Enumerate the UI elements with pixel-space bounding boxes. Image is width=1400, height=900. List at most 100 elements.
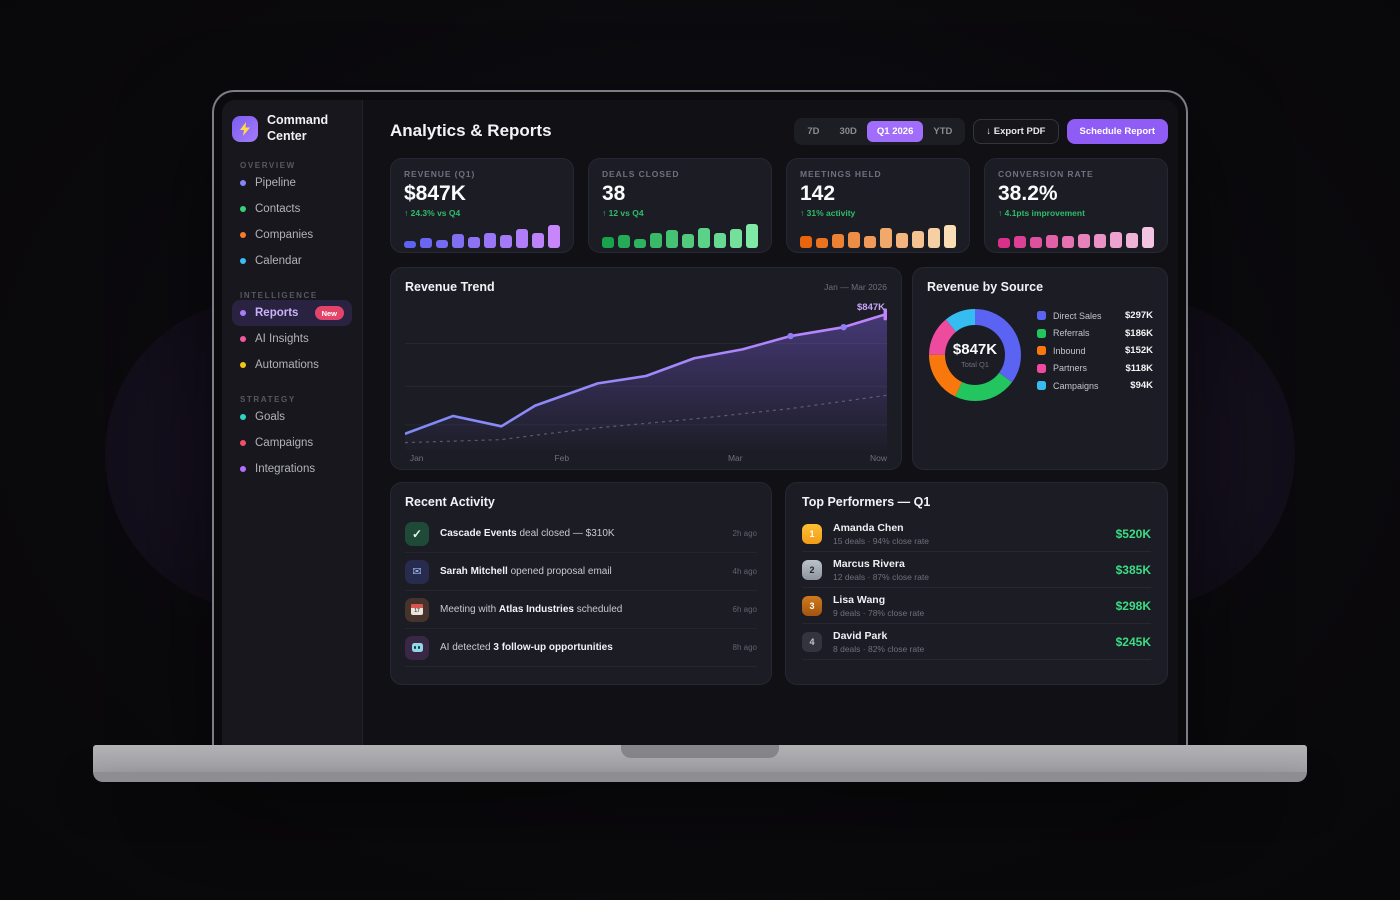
sidebar: Command Center OVERVIEW Pipeline Contact…: [222, 100, 363, 745]
app-logo: Command Center: [232, 113, 352, 144]
trend-period: Jan — Mar 2026: [824, 282, 887, 292]
donut-center-value: $847K: [952, 341, 998, 358]
donut-rings: [929, 309, 1021, 401]
sidebar-item-label: Automations: [255, 359, 319, 372]
sparkline-bar: [618, 235, 630, 248]
automations-dot-icon: [240, 362, 246, 369]
legend-row-direct-sales: Direct Sales $297K: [1037, 309, 1153, 322]
performer-name: Marcus Rivera: [833, 557, 905, 570]
kpi-value: 142: [800, 182, 836, 205]
export-pdf-button[interactable]: ↓ Export PDF: [973, 118, 1059, 144]
activity-time: 2h ago: [732, 529, 757, 538]
pipeline-dot-icon: [240, 180, 246, 187]
sparkline-bar: [832, 233, 844, 248]
sparkline-bar: [1078, 233, 1090, 248]
legend-row-partners: Partners $118K: [1037, 362, 1153, 375]
sidebar-item-label: Campaigns: [255, 437, 314, 450]
kpi-card-meetings: MEETINGS HELD 142 ↑ 31% activity: [786, 158, 970, 253]
sparkline-bar: [998, 237, 1010, 248]
activity-row-ai-opportunities: AI detected 3 follow-up opportunities 8h…: [405, 629, 757, 667]
sidebar-item-ai-insights[interactable]: AI Insights: [232, 326, 352, 352]
kpi-sparkline-bars: [800, 223, 956, 248]
performers-title: Top Performers — Q1: [802, 495, 931, 509]
sidebar-item-label: Pipeline: [255, 177, 296, 190]
sidebar-item-label: Integrations: [255, 463, 316, 476]
legend-swatch: [1037, 311, 1046, 320]
sidebar-item-goals[interactable]: Goals: [232, 404, 352, 430]
legend-value: $152K: [1125, 345, 1153, 356]
contacts-dot-icon: [240, 206, 246, 213]
trend-x-axis: Jan Feb Mar Now: [405, 453, 887, 465]
sidebar-item-integrations[interactable]: Integrations: [232, 456, 352, 482]
performer-name: David Park: [833, 629, 888, 642]
kpi-label: CONVERSION RATE: [998, 169, 1094, 179]
performer-row-2: 2 Marcus Rivera 12 deals · 87% close rat…: [802, 552, 1151, 588]
sparkline-bar: [666, 230, 678, 248]
activity-text: Sarah Mitchell opened proposal email: [440, 566, 612, 577]
performer-amount: $385K: [1115, 562, 1151, 577]
rank-4-badge: 4: [802, 631, 822, 652]
sparkline-bar: [944, 225, 956, 248]
sidebar-item-contacts[interactable]: Contacts: [232, 196, 352, 222]
kpi-sparkline-bars: [998, 223, 1154, 248]
sparkline-bar: [634, 239, 646, 248]
sparkline-bar: [864, 236, 876, 248]
sidebar-item-reports[interactable]: Reports New: [232, 300, 352, 327]
range-q1-button[interactable]: Q1 2026: [866, 120, 924, 142]
range-ytd-button[interactable]: YTD: [923, 121, 962, 142]
sidebar-item-label: AI Insights: [255, 333, 309, 346]
performer-stats: 9 deals · 78% close rate: [833, 607, 925, 618]
kpi-value: 38.2%: [998, 182, 1058, 205]
activity-row-proposal-email: ✉ Sarah Mitchell opened proposal email 4…: [405, 553, 757, 591]
activity-time: 8h ago: [732, 643, 757, 652]
activity-text: Meeting with Atlas Industries scheduled: [440, 604, 623, 615]
schedule-report-button[interactable]: Schedule Report: [1066, 118, 1168, 144]
sidebar-item-campaigns[interactable]: Campaigns: [232, 430, 352, 456]
new-badge: New: [314, 306, 344, 321]
range-30d-button[interactable]: 30D: [829, 121, 866, 142]
activity-time: 6h ago: [732, 605, 757, 614]
trend-chart: $847K: [405, 302, 887, 450]
recent-activity-panel: Recent Activity ✓ Cascade Events deal cl…: [390, 482, 772, 685]
robot-icon: [405, 635, 429, 660]
sources-title: Revenue by Source: [927, 280, 1044, 294]
legend-row-campaigns: Campaigns $94K: [1037, 379, 1153, 392]
activity-time: 4h ago: [732, 567, 757, 576]
legend-swatch: [1037, 363, 1046, 373]
laptop-hinge-notch: [621, 745, 779, 758]
range-7d-button[interactable]: 7D: [797, 121, 829, 142]
sparkline-bar: [1094, 234, 1106, 248]
trend-line-chart: [405, 308, 887, 450]
sidebar-item-companies[interactable]: Companies: [232, 222, 352, 248]
sparkline-bar: [500, 235, 512, 248]
sidebar-item-calendar[interactable]: Calendar: [232, 248, 352, 274]
sparkline-bar: [816, 237, 828, 248]
sidebar-item-pipeline[interactable]: Pipeline: [232, 170, 352, 196]
sparkline-bar: [602, 236, 614, 248]
time-range-group: 7D 30D Q1 2026 YTD: [794, 117, 966, 145]
sparkline-bar: [1126, 232, 1138, 248]
legend-value: $94K: [1130, 380, 1153, 391]
sidebar-item-label: Goals: [255, 411, 286, 424]
rank-2-badge: 2: [802, 559, 822, 580]
legend-label: Referrals: [1053, 328, 1090, 338]
sidebar-section-overview: OVERVIEW: [240, 161, 296, 171]
legend-label: Campaigns: [1053, 380, 1099, 391]
x-tick-mar: Mar: [727, 453, 743, 463]
sparkline-bar: [404, 240, 416, 248]
activity-title: Recent Activity: [405, 495, 495, 509]
sparkline-bar: [484, 233, 496, 248]
legend-label: Direct Sales: [1053, 310, 1102, 321]
sparkline-bar: [928, 227, 940, 248]
calendar-icon: 17: [405, 597, 429, 622]
legend-swatch: [1037, 328, 1046, 338]
sparkline-bar: [800, 235, 812, 248]
activity-text: Cascade Events deal closed — $310K: [440, 528, 615, 539]
ai-insights-dot-icon: [240, 336, 246, 343]
sidebar-item-automations[interactable]: Automations: [232, 352, 352, 378]
sparkline-bar: [714, 232, 726, 248]
sparkline-bar: [1062, 235, 1074, 248]
activity-row-deal-closed: ✓ Cascade Events deal closed — $310K 2h …: [405, 515, 757, 553]
sparkline-bar: [452, 234, 464, 248]
rank-3-badge: 3: [802, 595, 822, 616]
